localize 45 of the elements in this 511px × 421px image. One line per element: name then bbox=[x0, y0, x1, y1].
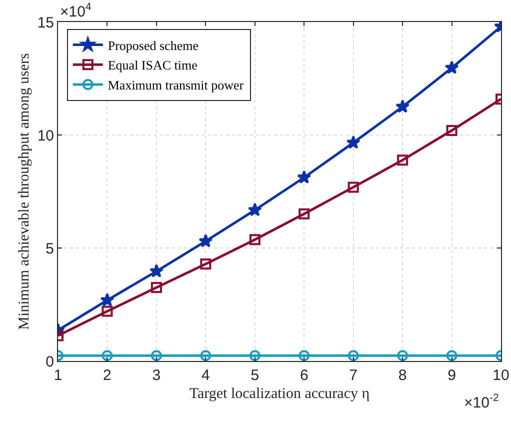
point bbox=[248, 202, 262, 216]
y-tick-label: 5 bbox=[46, 240, 54, 258]
legend-label: Proposed scheme bbox=[108, 38, 199, 53]
y-tick-label: 0 bbox=[46, 353, 54, 370]
point bbox=[396, 99, 410, 113]
point bbox=[249, 350, 260, 361]
legend-label: Equal ISAC time bbox=[108, 58, 198, 73]
y-tick-label: 15 bbox=[37, 14, 54, 32]
text: ×10$^{-2}$ bbox=[464, 392, 499, 412]
point bbox=[397, 350, 408, 361]
legend-label: Maximum transmit power bbox=[108, 78, 244, 93]
text: ×10$^{4}$ bbox=[60, 1, 92, 20]
x-tick-label: 9 bbox=[448, 367, 456, 384]
point bbox=[397, 154, 408, 166]
point bbox=[298, 208, 310, 220]
point bbox=[249, 234, 260, 246]
x-axis-title: Target localization accuracy η bbox=[189, 386, 370, 402]
x-tick-label: 4 bbox=[202, 367, 210, 384]
x-tick-label: 6 bbox=[300, 367, 308, 384]
x-tick-label: 1 bbox=[54, 367, 62, 384]
point bbox=[444, 60, 459, 74]
point bbox=[446, 350, 458, 361]
point bbox=[297, 170, 312, 184]
point bbox=[200, 350, 212, 361]
point bbox=[100, 292, 114, 306]
point bbox=[200, 258, 212, 270]
point bbox=[102, 350, 113, 361]
x-tick-label: 10 bbox=[492, 367, 510, 384]
y-axis-title: Minimum achievable throughput among users bbox=[16, 53, 33, 330]
y-tick-label: 10 bbox=[37, 127, 54, 144]
point bbox=[150, 282, 162, 294]
point bbox=[446, 124, 458, 136]
point bbox=[198, 234, 213, 248]
point bbox=[348, 350, 359, 361]
point bbox=[150, 350, 162, 361]
x-tick-label: 7 bbox=[349, 367, 358, 384]
x-tick-label: 5 bbox=[250, 367, 260, 384]
x-tick-label: 8 bbox=[398, 367, 407, 384]
point bbox=[348, 182, 359, 193]
point bbox=[149, 264, 164, 278]
point bbox=[102, 306, 113, 317]
x-tick-label: 2 bbox=[103, 367, 112, 384]
point bbox=[346, 135, 360, 149]
x-tick-label: 3 bbox=[152, 367, 161, 384]
point bbox=[298, 350, 310, 361]
